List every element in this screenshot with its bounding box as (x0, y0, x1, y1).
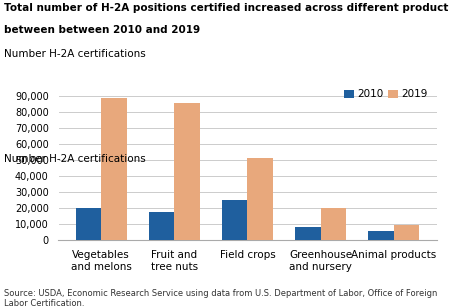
Text: Source: USDA, Economic Research Service using data from U.S. Department of Labor: Source: USDA, Economic Research Service … (4, 289, 438, 308)
Bar (101, 99, 127, 240)
Text: Total number of H-2A positions certified increased across different product cate: Total number of H-2A positions certified… (4, 3, 450, 13)
Bar (295, 227, 320, 240)
Text: between between 2010 and 2019: between between 2010 and 2019 (4, 25, 201, 34)
Text: Number H-2A certifications: Number H-2A certifications (4, 154, 146, 164)
Bar (394, 225, 419, 240)
Bar (149, 212, 175, 240)
Legend: 2010, 2019: 2010, 2019 (340, 85, 431, 103)
Bar (222, 200, 248, 240)
Text: Number H-2A certifications: Number H-2A certifications (4, 49, 146, 59)
Bar (175, 103, 200, 240)
Bar (368, 231, 394, 240)
Bar (76, 208, 101, 240)
Bar (320, 208, 346, 240)
Bar (248, 158, 273, 240)
